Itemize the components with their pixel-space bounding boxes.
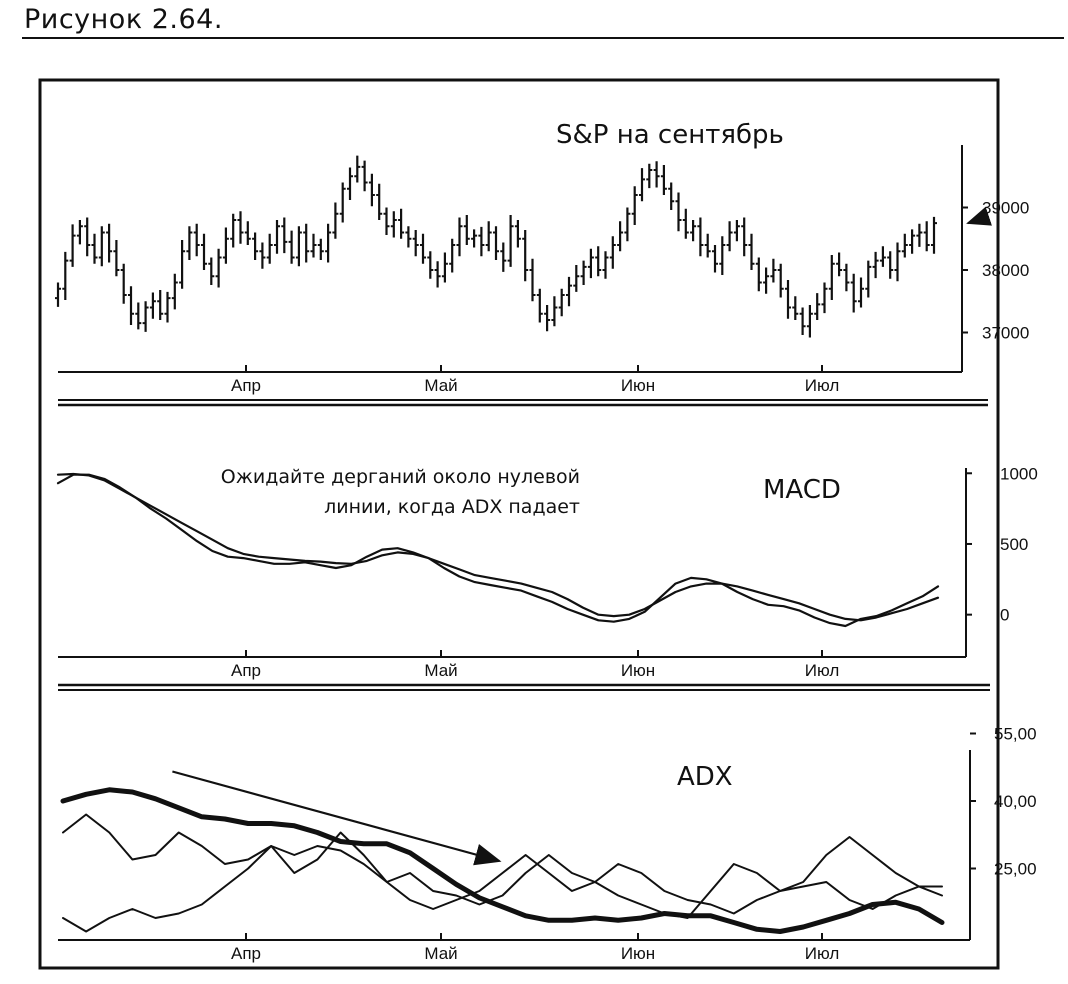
last-price-arrow-icon xyxy=(966,206,993,226)
price-panel: S&P на сентябрь 39000 38000 37000 Апр Май Ию… xyxy=(55,120,1029,395)
macd-annotation-line2: линии, когда ADX падает xyxy=(324,496,580,518)
adx-month-label: Май xyxy=(424,944,457,963)
macd-series-line xyxy=(56,472,940,622)
macd-month-label: Июл xyxy=(805,661,840,680)
price-month-label: Май xyxy=(424,376,457,395)
adx-line xyxy=(60,787,945,934)
macd-series-line xyxy=(56,473,940,628)
panel-separator-top xyxy=(58,399,988,407)
macd-y-tick-label: 1000 xyxy=(1000,464,1038,483)
price-month-label: Июл xyxy=(805,376,840,395)
caption-rule xyxy=(22,37,1064,39)
adx-month-label: Апр xyxy=(231,944,261,963)
figure-frame xyxy=(38,78,1000,970)
adx-title: ADX xyxy=(677,762,733,792)
adx-panel: ADX 55,00 40,00 25,00 Апр Май Июн Июл xyxy=(58,725,1037,963)
price-y-tick-label: 39000 xyxy=(982,199,1029,218)
adx-month-label: Июл xyxy=(805,944,840,963)
macd-month-label: Апр xyxy=(231,661,261,680)
price-month-label: Апр xyxy=(231,376,261,395)
macd-month-label: Июн xyxy=(621,661,655,680)
price-y-tick-label: 37000 xyxy=(982,324,1029,343)
adx-di-line xyxy=(62,813,943,919)
adx-di-line xyxy=(62,845,943,933)
adx-month-label: Июн xyxy=(621,944,655,963)
price-y-tick-label: 38000 xyxy=(982,261,1029,280)
adx-y-tick-label: 55,00 xyxy=(994,725,1037,744)
trend-arrow-icon xyxy=(172,770,502,866)
macd-y-tick-label: 500 xyxy=(1000,535,1028,554)
figure-caption: Рисунок 2.64. xyxy=(24,4,223,35)
adx-y-tick-label: 40,00 xyxy=(994,792,1037,811)
price-month-label: Июн xyxy=(621,376,655,395)
macd-panel: MACD Ожидайте дерганий около нулевой лин… xyxy=(56,464,1038,680)
price-title: S&P на сентябрь xyxy=(556,120,784,150)
macd-y-tick-label: 0 xyxy=(1000,606,1009,625)
macd-annotation-line1: Ожидайте дерганий около нулевой xyxy=(221,466,580,488)
adx-y-tick-label: 25,00 xyxy=(994,860,1037,879)
macd-title: MACD xyxy=(763,475,841,505)
panel-separator-bottom xyxy=(58,683,990,691)
macd-month-label: Май xyxy=(424,661,457,680)
